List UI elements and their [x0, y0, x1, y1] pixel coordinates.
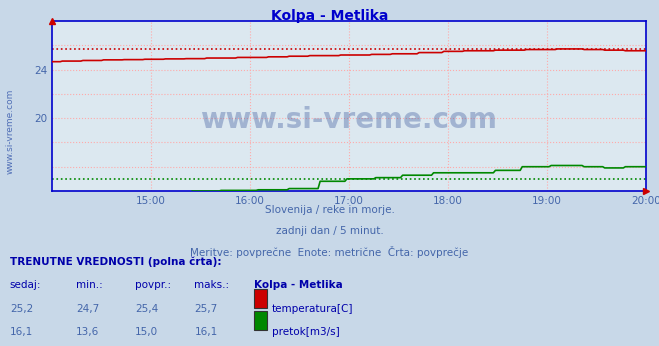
Text: 25,4: 25,4 [135, 304, 158, 315]
Text: 24,7: 24,7 [76, 304, 99, 315]
Text: 15,0: 15,0 [135, 327, 158, 337]
Text: 25,7: 25,7 [194, 304, 217, 315]
Text: www.si-vreme.com: www.si-vreme.com [200, 106, 498, 134]
Text: pretok[m3/s]: pretok[m3/s] [272, 327, 340, 337]
Text: Slovenija / reke in morje.: Slovenija / reke in morje. [264, 205, 395, 215]
Text: 16,1: 16,1 [194, 327, 217, 337]
Text: min.:: min.: [76, 280, 103, 290]
Text: Meritve: povprečne  Enote: metrične  Črta: povprečje: Meritve: povprečne Enote: metrične Črta:… [190, 246, 469, 258]
Text: 16,1: 16,1 [10, 327, 33, 337]
Text: zadnji dan / 5 minut.: zadnji dan / 5 minut. [275, 226, 384, 236]
Text: povpr.:: povpr.: [135, 280, 171, 290]
Text: maks.:: maks.: [194, 280, 229, 290]
Text: www.si-vreme.com: www.si-vreme.com [5, 89, 14, 174]
Text: sedaj:: sedaj: [10, 280, 42, 290]
Text: Kolpa - Metlika: Kolpa - Metlika [271, 9, 388, 22]
Text: temperatura[C]: temperatura[C] [272, 304, 354, 315]
Text: 25,2: 25,2 [10, 304, 33, 315]
Text: 13,6: 13,6 [76, 327, 99, 337]
Text: Kolpa - Metlika: Kolpa - Metlika [254, 280, 343, 290]
Text: TRENUTNE VREDNOSTI (polna črta):: TRENUTNE VREDNOSTI (polna črta): [10, 256, 221, 266]
